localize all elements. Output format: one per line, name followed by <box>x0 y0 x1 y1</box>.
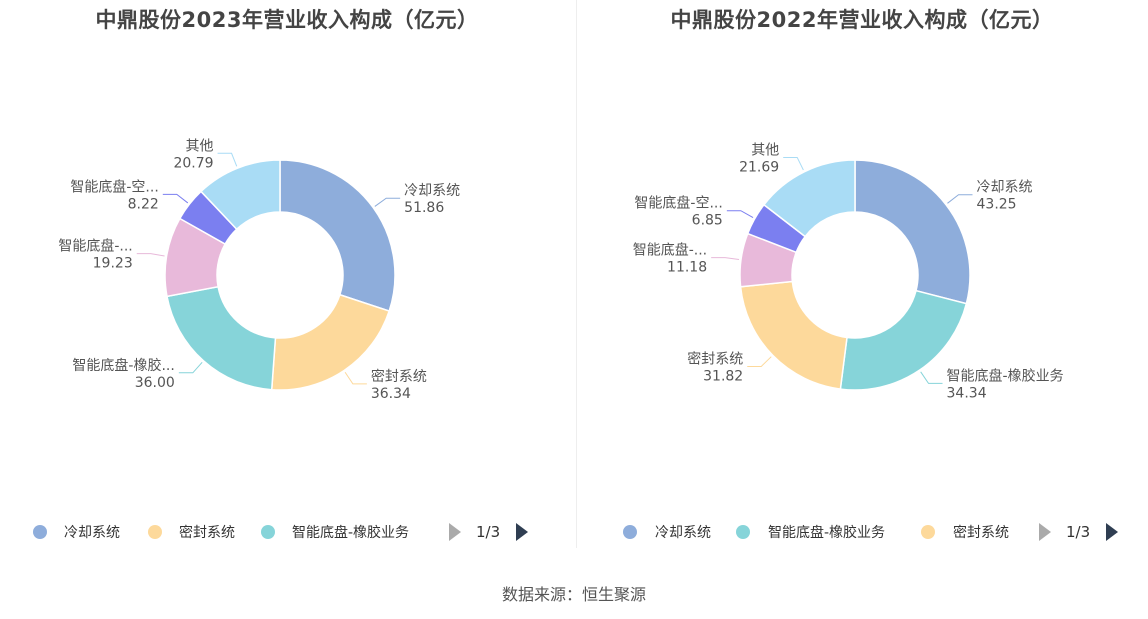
legend-item[interactable]: 智能底盘-橡胶业务 <box>768 524 885 541</box>
legend-swatch <box>921 525 935 539</box>
legend-swatch <box>261 525 275 539</box>
slice-value-label: 20.79 <box>173 155 213 171</box>
slice-label: 密封系统 <box>687 350 743 367</box>
slice-value-label: 34.34 <box>947 385 987 401</box>
label-leader-line <box>947 194 973 204</box>
slice-label: 密封系统 <box>371 368 427 385</box>
panel-divider <box>576 0 577 548</box>
slice-label: 其他 <box>751 142 779 158</box>
chart-panel-2023: 中鼎股份2023年营业收入构成（亿元） 冷却系统 51.86 密封系统 36.34 智能… <box>0 0 574 560</box>
legend-prev-icon[interactable] <box>449 523 461 541</box>
chart-title: 中鼎股份2022年营业收入构成（亿元） <box>670 8 1054 32</box>
legend-swatch <box>736 525 750 539</box>
legend-item[interactable]: 智能底盘-橡胶业务 <box>292 524 409 541</box>
chart-panel-2022: 中鼎股份2022年营业收入构成（亿元） 冷却系统 43.25 智能底盘-橡胶业务 34… <box>575 0 1148 560</box>
slice-label: 冷却系统 <box>404 183 460 199</box>
legend-prev-icon[interactable] <box>1039 523 1051 541</box>
donut-slice[interactable] <box>739 280 848 390</box>
label-leader-line <box>162 193 189 204</box>
slice-label: 智能底盘-空... <box>70 178 158 195</box>
slice-value-label: 36.34 <box>371 386 411 402</box>
donut-slice[interactable] <box>270 293 391 391</box>
slice-value-label: 8.22 <box>128 196 159 212</box>
donut-slice[interactable] <box>839 289 968 391</box>
legend-page-indicator: 1/3 <box>1066 523 1090 541</box>
legend-item[interactable]: 冷却系统 <box>655 525 711 541</box>
donut-slice[interactable] <box>166 285 277 391</box>
donut-slice[interactable] <box>762 159 856 238</box>
label-leader-line <box>747 356 772 367</box>
donut-slice[interactable] <box>199 159 281 231</box>
legend-item[interactable]: 密封系统 <box>179 524 235 541</box>
slice-label: 智能底盘-橡胶... <box>72 357 174 374</box>
legend-item[interactable]: 密封系统 <box>953 524 1009 541</box>
slice-label: 智能底盘-橡胶业务 <box>947 367 1064 384</box>
label-leader-line <box>178 362 203 374</box>
slice-value-label: 36.00 <box>135 375 175 391</box>
legend-item[interactable]: 冷却系统 <box>64 525 120 541</box>
data-source-note: 数据来源：恒生聚源 <box>501 585 646 604</box>
slice-value-label: 51.86 <box>404 200 444 216</box>
legend-next-icon[interactable] <box>1106 523 1118 541</box>
donut-slice[interactable] <box>279 159 396 312</box>
slice-label: 其他 <box>186 138 214 154</box>
label-leader-line <box>344 371 367 385</box>
legend-next-icon[interactable] <box>516 523 528 541</box>
legend-page-indicator: 1/3 <box>476 523 500 541</box>
slice-label: 智能底盘-... <box>58 238 132 255</box>
legend-swatch <box>33 525 47 539</box>
chart-title: 中鼎股份2023年营业收入构成（亿元） <box>95 8 479 32</box>
donut-slice[interactable] <box>854 159 971 305</box>
slice-label: 冷却系统 <box>977 180 1033 196</box>
slice-label: 智能底盘-空... <box>634 195 722 212</box>
slice-value-label: 21.69 <box>739 159 779 175</box>
legend-swatch <box>148 525 162 539</box>
label-leader-line <box>711 257 740 261</box>
label-leader-line <box>136 253 165 257</box>
donut-chart: 冷却系统43.25智能底盘-橡胶业务34.34密封系统31.82智能底盘-...… <box>623 142 1118 541</box>
label-leader-line <box>217 152 238 167</box>
slice-value-label: 19.23 <box>93 256 133 272</box>
label-leader-line <box>920 371 943 384</box>
slice-value-label: 11.18 <box>667 260 707 276</box>
donut-chart: 冷却系统51.86密封系统36.34智能底盘-橡胶...36.00智能底盘-..… <box>33 138 528 541</box>
slice-value-label: 43.25 <box>977 197 1017 213</box>
label-leader-line <box>726 210 754 219</box>
legend: 冷却系统 智能底盘-橡胶业务 密封系统 1/3 <box>623 523 1118 541</box>
label-leader-line <box>374 197 401 207</box>
label-leader-line <box>783 156 804 171</box>
legend: 冷却系统 密封系统 智能底盘-橡胶业务 1/3 <box>33 523 528 541</box>
slice-value-label: 31.82 <box>703 368 743 384</box>
legend-swatch <box>623 525 637 539</box>
slice-label: 智能底盘-... <box>633 242 707 259</box>
slice-value-label: 6.85 <box>692 213 723 229</box>
